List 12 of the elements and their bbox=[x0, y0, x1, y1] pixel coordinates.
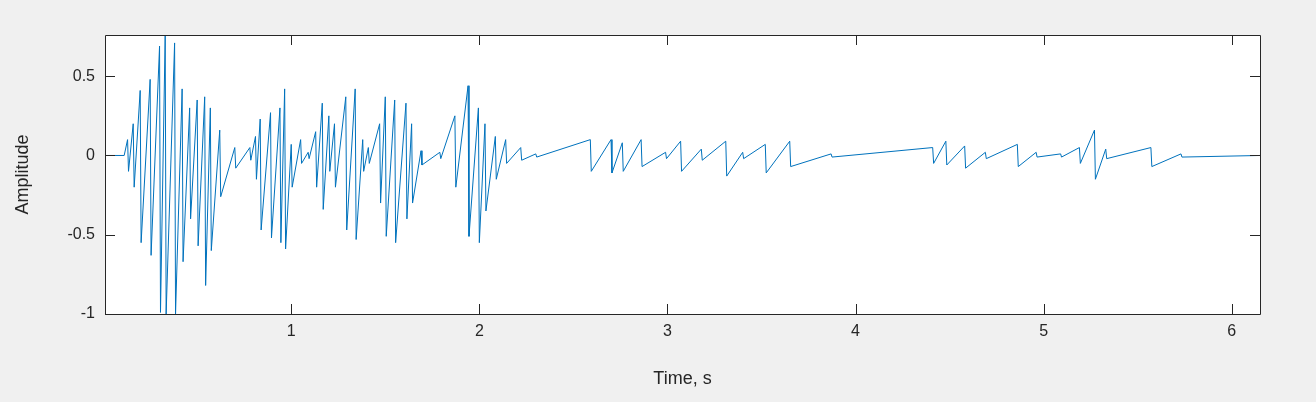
x-tick-label: 3 bbox=[663, 322, 672, 340]
x-axis-title: Time, s bbox=[653, 368, 712, 389]
y-tick-label: -1 bbox=[80, 304, 96, 322]
y-tick-label: 0 bbox=[86, 145, 96, 163]
y-tick-label: -0.5 bbox=[67, 225, 96, 243]
x-tick-label: 2 bbox=[474, 322, 484, 340]
y-axis-title: Amplitude bbox=[11, 134, 32, 215]
x-tick-label: 4 bbox=[851, 322, 861, 340]
x-tick-label: 5 bbox=[1039, 322, 1049, 340]
x-tick-label: 6 bbox=[1227, 322, 1237, 340]
y-tick-label: 0.5 bbox=[72, 66, 96, 84]
x-tick-label: 1 bbox=[286, 322, 296, 340]
